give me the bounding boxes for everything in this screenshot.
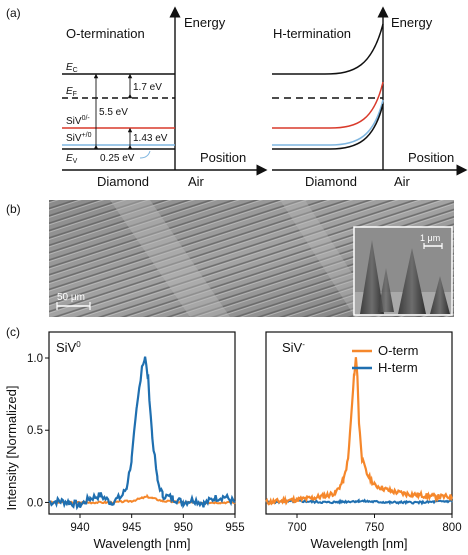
inset-scale-label: 1 μm [420, 233, 440, 243]
siv-minus-label: SiV [66, 116, 82, 127]
spectrum-right-o-term-line [265, 357, 454, 506]
band-diagram-left: O-termination Energy Position Diamond Ai… [62, 6, 268, 189]
siv-plus-band-curved [272, 99, 384, 146]
spectrum-left-ytick-label: 1.0 [27, 353, 43, 365]
siv-minus-band-curved [272, 81, 384, 129]
spectrum-left-ytick-label: 0.5 [27, 425, 43, 437]
spectrum-left-xtick-label: 950 [174, 522, 193, 534]
spectrum-right-xlabel: Wavelength [nm] [310, 536, 407, 551]
sem-strip-1 [110, 200, 230, 317]
legend: O-term H-term [352, 343, 418, 375]
spectrum-left-label: SiV [56, 340, 77, 355]
gap-4-label: 0.25 eV [100, 153, 135, 164]
svg-text:SiV0/-: SiV0/- [66, 115, 90, 127]
spectrum-left-frame [48, 331, 236, 515]
ec-label: E [66, 62, 73, 73]
ev-sub: V [73, 158, 78, 165]
siv-plus-sup: +/0 [82, 132, 92, 139]
svg-text:SiV-: SiV- [282, 340, 305, 355]
inset-pillar-2 [378, 268, 394, 312]
h-termination-title: H-termination [273, 26, 351, 41]
sem-inset: 1 μm [353, 226, 453, 316]
o-termination-title: O-termination [66, 26, 145, 41]
position-label-right: Position [408, 150, 454, 165]
spectrum-siv0: SiV0 Wavelength [nm] 940 945 950 955 0.0 0.5 1… [27, 331, 245, 551]
spectrum-right-frame [265, 331, 453, 515]
legend-h-term-label: H-term [378, 360, 418, 375]
panel-label-c: (c) [6, 325, 20, 339]
inset-pillar-3 [398, 248, 426, 314]
ec-sub: C [73, 67, 78, 74]
gap-2-label: 5.5 eV [99, 107, 128, 118]
diamond-label-left: Diamond [97, 174, 149, 189]
spectrum-left-xtick-label: 940 [70, 522, 89, 534]
ef-sub: F [73, 91, 77, 98]
spectrum-left-xtick-label: 955 [225, 522, 244, 534]
ec-band-curved [272, 23, 384, 75]
gap-1-label: 1.7 eV [133, 82, 162, 93]
panel-label-a: (a) [6, 6, 21, 20]
ef-label: E [66, 86, 73, 97]
energy-label-left: Energy [184, 15, 226, 30]
energy-label-right: Energy [391, 15, 433, 30]
spectrum-right-xtick-label: 800 [442, 522, 461, 534]
air-label-right: Air [394, 174, 411, 189]
legend-o-term-label: O-term [378, 343, 418, 358]
siv-minus-sup: 0/- [82, 115, 91, 122]
inset-pillar-1 [360, 240, 384, 314]
spectrum-left-h-term-line [48, 356, 236, 511]
air-label-left: Air [188, 174, 205, 189]
inset-pillar-4 [430, 276, 450, 314]
sem-scale-label: 50 μm [57, 292, 85, 303]
spectrum-right-label-sup: - [302, 340, 305, 349]
spectrum-right-label: SiV [282, 340, 303, 355]
svg-text:SiV0: SiV0 [56, 340, 81, 355]
svg-text:EV: EV [66, 153, 78, 165]
spectrum-left-label-sup: 0 [76, 340, 81, 349]
gap-3-label: 1.43 eV [133, 133, 168, 144]
svg-text:EF: EF [66, 86, 77, 98]
spectrum-right-xtick-label: 750 [365, 522, 384, 534]
spectrum-left-ytick-label: 0.0 [27, 497, 43, 509]
panel-label-b: (b) [6, 202, 21, 216]
svg-text:EC: EC [66, 62, 78, 74]
sem-image: 50 μm 1 μm [49, 200, 454, 317]
diamond-label-right: Diamond [305, 174, 357, 189]
siv-plus-label: SiV [66, 133, 82, 144]
ev-band-curved [272, 103, 384, 150]
band-diagram-right: H-termination Energy Position Diamond Ai… [272, 6, 468, 189]
position-label-left: Position [200, 150, 246, 165]
spectrum-siv-minus: SiV- Wavelength [nm] 700 750 800 O-term H-… [265, 331, 462, 551]
spectra-ylabel: Intensity [Normalized] [4, 386, 19, 511]
spectrum-right-xtick-label: 700 [287, 522, 306, 534]
ev-label: E [66, 153, 73, 164]
svg-text:SiV+/0: SiV+/0 [66, 132, 92, 144]
gap-4-pointer [139, 150, 151, 159]
spectrum-left-xlabel: Wavelength [nm] [93, 536, 190, 551]
spectrum-left-xtick-label: 945 [122, 522, 141, 534]
